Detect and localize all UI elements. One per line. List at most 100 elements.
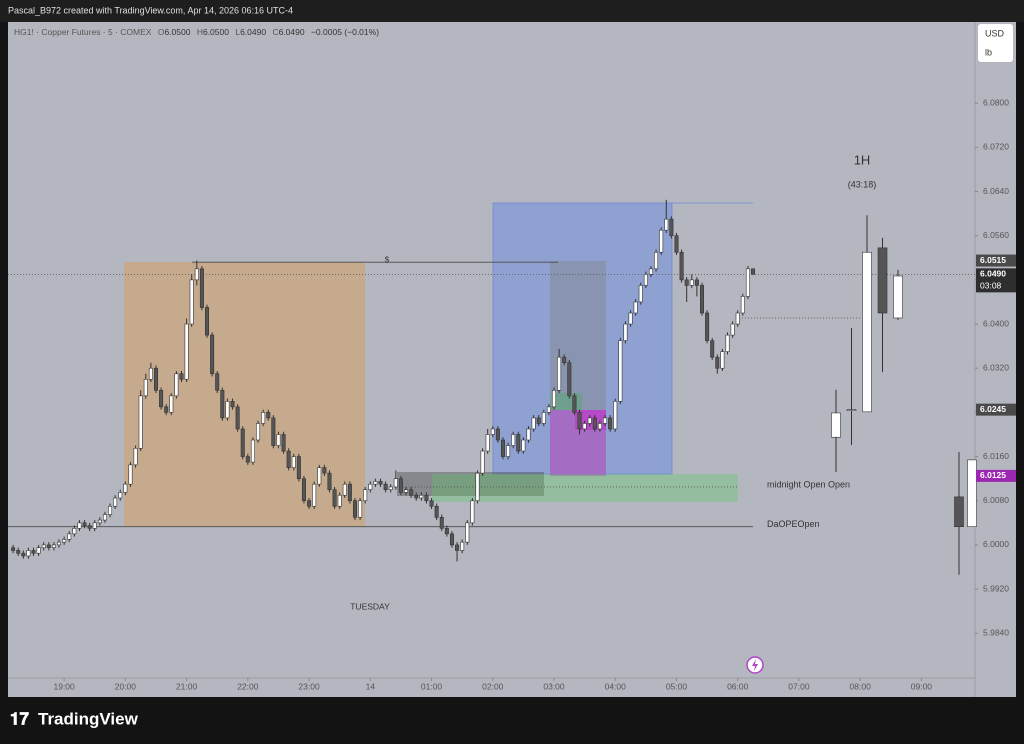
price-label: 6.0125 xyxy=(980,470,1006,480)
alert-icon-glyph xyxy=(752,659,758,671)
candle-body xyxy=(398,478,403,493)
candle-body xyxy=(659,229,664,253)
candle-body xyxy=(199,268,204,308)
candle-body xyxy=(475,472,480,502)
candle-body xyxy=(205,307,210,336)
y-tick-label: 6.0000 xyxy=(983,539,1009,549)
candle-body xyxy=(210,334,215,375)
candle-body xyxy=(118,492,123,499)
currency[interactable]: USD xyxy=(985,28,1005,38)
candle-body xyxy=(159,390,164,408)
candle-body xyxy=(281,434,286,452)
candle-body xyxy=(480,450,485,474)
candle-body xyxy=(235,406,240,430)
header-title: Pascal_B972 created with TradingView.com… xyxy=(8,5,293,15)
candle-body xyxy=(587,417,592,424)
candle-body xyxy=(648,268,653,275)
green-box xyxy=(432,474,738,502)
candle-body xyxy=(679,251,684,281)
candle-body xyxy=(893,275,903,319)
candle-body xyxy=(36,547,41,554)
price-label-box xyxy=(976,254,1016,267)
candle-body xyxy=(108,505,113,515)
candle-body xyxy=(557,356,562,391)
candle-body xyxy=(169,395,174,413)
candle-body xyxy=(189,279,194,325)
candle-body xyxy=(363,489,368,502)
candle-body xyxy=(608,417,613,430)
candle-body xyxy=(460,541,465,551)
candle-body xyxy=(347,483,352,502)
candle-body xyxy=(434,505,439,518)
candle-body xyxy=(220,390,225,419)
candle-body xyxy=(256,423,261,441)
candle-body xyxy=(82,522,87,526)
x-tick-label: 21:00 xyxy=(176,681,198,691)
candle-body xyxy=(684,279,689,286)
candle-body xyxy=(526,428,531,441)
candle-body xyxy=(301,478,306,502)
candle-body xyxy=(322,467,327,474)
candle-body xyxy=(638,285,643,303)
legend: HG1! · Copper Futures · 5 · COMEX O6.050… xyxy=(14,27,383,37)
ohlc-value: 6.0490 xyxy=(240,27,267,37)
candle-body xyxy=(419,494,424,499)
candle-body xyxy=(409,489,414,496)
candle-body xyxy=(674,235,679,253)
candle-body xyxy=(954,496,964,528)
candle-body xyxy=(113,497,118,507)
unit-box[interactable] xyxy=(978,24,1013,62)
candle-body xyxy=(164,406,169,413)
x-tick-label: 09:00 xyxy=(911,681,933,691)
x-tick-label: 05:00 xyxy=(666,681,688,691)
unit[interactable]: lb xyxy=(985,47,992,57)
gray-box xyxy=(397,472,544,496)
candle-body xyxy=(153,367,158,391)
candle-body xyxy=(862,251,872,413)
candle-body xyxy=(87,525,92,529)
candle-body xyxy=(414,494,419,499)
candle-body xyxy=(342,483,347,496)
candle-body xyxy=(72,528,77,535)
candle-body xyxy=(388,486,393,491)
candle-body xyxy=(705,312,710,341)
x-tick-label: 23:00 xyxy=(298,681,320,691)
candle-body xyxy=(337,494,342,507)
candle-body xyxy=(97,519,102,524)
candle-body xyxy=(179,373,184,380)
candle-body xyxy=(618,340,623,402)
candle-body xyxy=(332,489,337,507)
candle-body xyxy=(669,218,674,236)
candle-body xyxy=(368,483,373,491)
candle-body xyxy=(327,472,332,491)
candle-body xyxy=(485,434,490,452)
candle-body xyxy=(967,459,977,528)
candle-body xyxy=(654,251,659,270)
level-label: midnight Open Open xyxy=(767,479,850,489)
bottom-bar xyxy=(0,697,1024,744)
candle-body xyxy=(41,544,46,548)
candle-body xyxy=(143,378,148,397)
session-label: TUESDAY xyxy=(350,601,390,611)
candle-body xyxy=(694,279,699,286)
brand-logo-mark: 𝟏𝟕 xyxy=(10,709,29,728)
candle-body xyxy=(271,417,276,446)
price-label: 6.0245 xyxy=(980,404,1006,414)
candle-body xyxy=(352,500,357,518)
candle-body xyxy=(531,417,536,430)
candle-body xyxy=(613,401,618,430)
brand: TradingView xyxy=(38,709,139,728)
price-countdown: 03:08 xyxy=(980,281,1002,291)
candle-body xyxy=(536,417,541,424)
y-tick-label: 6.0800 xyxy=(983,97,1009,107)
candle-body xyxy=(378,481,383,485)
candle-body xyxy=(373,481,378,485)
candle-body xyxy=(215,373,220,391)
candle-body xyxy=(240,428,245,457)
candle-body xyxy=(730,323,735,336)
x-tick-label: 20:00 xyxy=(115,681,137,691)
candle-body xyxy=(831,412,841,438)
candle-body xyxy=(225,401,230,419)
candle-body xyxy=(490,428,495,435)
